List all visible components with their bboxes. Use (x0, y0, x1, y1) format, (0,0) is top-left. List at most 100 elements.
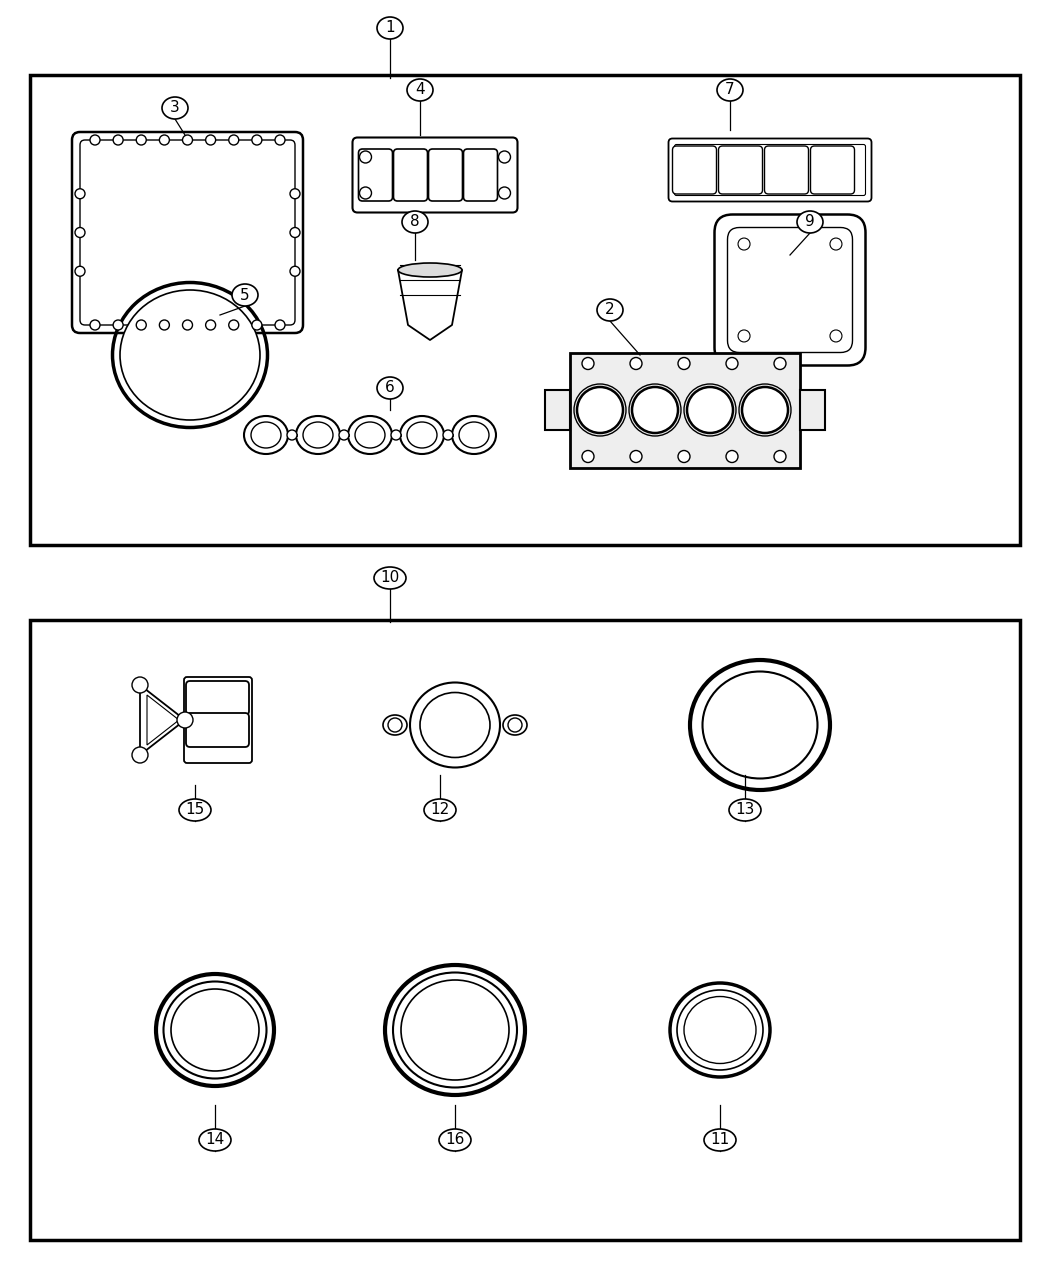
Text: 9: 9 (805, 214, 815, 230)
Ellipse shape (702, 672, 818, 779)
Circle shape (290, 189, 300, 199)
Circle shape (75, 227, 85, 237)
Circle shape (499, 187, 510, 199)
Ellipse shape (797, 210, 823, 233)
Circle shape (443, 430, 453, 440)
Circle shape (275, 320, 285, 330)
Ellipse shape (459, 422, 489, 448)
Circle shape (160, 320, 169, 330)
Bar (30, 620, 1020, 1241)
Circle shape (359, 187, 372, 199)
Circle shape (508, 718, 522, 732)
FancyBboxPatch shape (764, 147, 808, 194)
Circle shape (90, 320, 100, 330)
Circle shape (287, 430, 297, 440)
Circle shape (90, 135, 100, 145)
Circle shape (206, 320, 215, 330)
Circle shape (578, 388, 623, 434)
Ellipse shape (424, 799, 456, 821)
Ellipse shape (420, 692, 490, 757)
Ellipse shape (171, 989, 259, 1071)
Circle shape (630, 450, 642, 463)
Text: 10: 10 (380, 570, 400, 585)
Circle shape (229, 320, 238, 330)
Circle shape (206, 135, 215, 145)
Ellipse shape (407, 422, 437, 448)
Circle shape (726, 450, 738, 463)
Ellipse shape (120, 289, 260, 419)
Circle shape (75, 266, 85, 277)
Ellipse shape (355, 422, 385, 448)
Text: 13: 13 (735, 802, 755, 817)
Circle shape (582, 450, 594, 463)
Circle shape (160, 135, 169, 145)
Text: 15: 15 (186, 802, 205, 817)
FancyBboxPatch shape (358, 149, 393, 201)
FancyBboxPatch shape (428, 149, 462, 201)
Circle shape (830, 238, 842, 250)
FancyBboxPatch shape (186, 713, 249, 747)
Circle shape (275, 135, 285, 145)
Text: 16: 16 (445, 1132, 465, 1148)
Circle shape (229, 135, 238, 145)
Circle shape (830, 330, 842, 342)
Circle shape (388, 718, 402, 732)
FancyBboxPatch shape (718, 147, 762, 194)
Ellipse shape (729, 799, 761, 821)
Text: 4: 4 (415, 83, 425, 97)
Ellipse shape (162, 97, 188, 119)
Circle shape (183, 320, 192, 330)
Ellipse shape (251, 422, 281, 448)
Text: 14: 14 (206, 1132, 225, 1148)
Circle shape (632, 388, 678, 434)
Text: 11: 11 (711, 1132, 730, 1148)
Ellipse shape (377, 17, 403, 40)
Ellipse shape (383, 715, 407, 734)
Ellipse shape (684, 997, 756, 1063)
Circle shape (339, 430, 349, 440)
Text: 7: 7 (726, 83, 735, 97)
Circle shape (774, 357, 786, 370)
Circle shape (499, 150, 510, 163)
Circle shape (183, 135, 192, 145)
Circle shape (113, 320, 123, 330)
Circle shape (136, 135, 146, 145)
Circle shape (738, 330, 750, 342)
Circle shape (290, 266, 300, 277)
Circle shape (726, 357, 738, 370)
Text: 6: 6 (385, 380, 395, 395)
Circle shape (742, 388, 788, 434)
Circle shape (75, 189, 85, 199)
Circle shape (252, 320, 261, 330)
Circle shape (132, 677, 148, 694)
Circle shape (582, 357, 594, 370)
Ellipse shape (401, 980, 509, 1080)
Ellipse shape (717, 79, 743, 101)
Circle shape (359, 150, 372, 163)
Ellipse shape (377, 377, 403, 399)
Circle shape (738, 238, 750, 250)
Circle shape (252, 135, 261, 145)
Circle shape (177, 711, 193, 728)
Ellipse shape (303, 422, 333, 448)
Ellipse shape (439, 1128, 471, 1151)
Circle shape (630, 357, 642, 370)
Text: 3: 3 (170, 101, 180, 116)
Circle shape (113, 135, 123, 145)
Bar (30, 75, 1020, 544)
Ellipse shape (200, 1128, 231, 1151)
Text: 5: 5 (240, 287, 250, 302)
Polygon shape (147, 695, 178, 745)
Bar (800, 390, 825, 430)
Ellipse shape (398, 263, 462, 277)
Circle shape (391, 430, 401, 440)
Bar (545, 390, 570, 430)
Ellipse shape (178, 799, 211, 821)
Ellipse shape (232, 284, 258, 306)
Ellipse shape (407, 79, 433, 101)
Circle shape (678, 357, 690, 370)
Circle shape (290, 227, 300, 237)
FancyBboxPatch shape (672, 147, 716, 194)
FancyBboxPatch shape (394, 149, 427, 201)
Ellipse shape (402, 210, 428, 233)
